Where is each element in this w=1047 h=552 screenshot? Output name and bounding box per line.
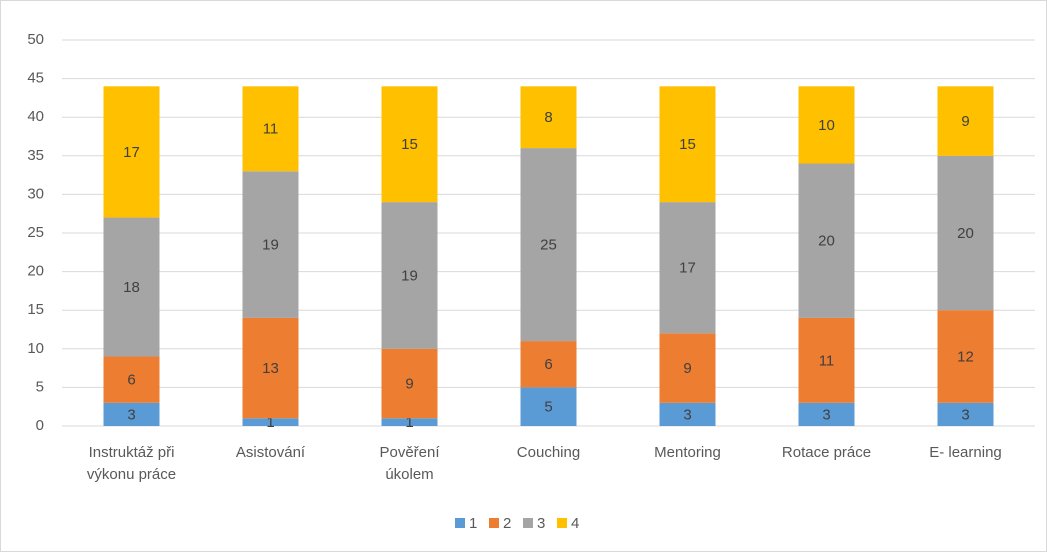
legend-label: 1: [469, 515, 477, 532]
data-label: 3: [961, 406, 969, 423]
bar-segment: [937, 310, 994, 403]
bar-segment: [659, 202, 716, 334]
bar-segment: [381, 348, 438, 419]
bar-segment: [659, 402, 716, 426]
data-label: 3: [127, 406, 135, 423]
x-tick-label: Instruktáž při výkonu práce: [86, 444, 177, 483]
bar-segment: [520, 387, 577, 426]
data-label: 10: [818, 117, 835, 134]
data-label: 8: [544, 109, 552, 126]
bar-segment: [798, 402, 855, 426]
legend-label: 4: [571, 515, 579, 532]
data-label: 17: [123, 144, 140, 161]
data-label: 15: [679, 136, 696, 153]
data-label: 18: [123, 279, 140, 296]
bar-segment: [937, 402, 994, 426]
bar-segment: [937, 86, 994, 156]
x-tick-label: Pověření úkolem: [379, 444, 440, 483]
bar-segment: [103, 86, 160, 218]
bar-segment: [798, 163, 855, 318]
bar-segment: [242, 317, 299, 419]
x-tick-label: Couching: [516, 444, 581, 461]
data-label: 15: [401, 136, 418, 153]
data-label: 19: [262, 237, 279, 254]
data-label: 17: [679, 260, 696, 277]
bar-segment: [381, 86, 438, 203]
y-tick-label: 10: [27, 340, 44, 357]
data-label: 1: [405, 414, 413, 431]
bar-segment: [798, 86, 855, 164]
legend-label: 3: [537, 515, 545, 532]
bar-segment: [520, 86, 577, 149]
bar-segment: [798, 317, 855, 403]
bar-segment: [381, 202, 438, 349]
y-tick-label: 40: [27, 108, 44, 125]
legend-label: 2: [503, 515, 511, 532]
bar-segment: [242, 418, 299, 426]
bar-segment: [659, 86, 716, 203]
data-label: 1: [266, 414, 274, 431]
data-label: 6: [544, 356, 552, 373]
y-tick-label: 0: [36, 417, 44, 434]
bar-segment: [520, 148, 577, 342]
legend-swatch: [557, 518, 567, 528]
y-tick-label: 15: [27, 301, 44, 318]
x-tick-label: E- learning: [929, 444, 1002, 461]
data-label: 20: [818, 233, 835, 250]
bar-segment: [103, 356, 160, 403]
x-tick-label: Asistování: [235, 444, 306, 461]
bar-segment: [381, 418, 438, 426]
bar-segment: [103, 402, 160, 426]
data-label: 9: [961, 113, 969, 130]
data-label: 13: [262, 360, 279, 377]
y-tick-label: 35: [27, 147, 44, 164]
bar-segment: [103, 217, 160, 357]
x-tick-label: Rotace práce: [781, 444, 872, 461]
y-tick-label: 30: [27, 185, 44, 202]
bar-segment: [520, 341, 577, 388]
bar-segment: [937, 155, 994, 311]
data-label: 6: [127, 372, 135, 389]
legend-swatch: [455, 518, 465, 528]
legend-swatch: [489, 518, 499, 528]
x-tick-label: Mentoring: [654, 444, 721, 461]
data-label: 20: [957, 225, 974, 242]
data-label: 3: [822, 406, 830, 423]
y-tick-label: 25: [27, 224, 44, 241]
data-label: 3: [683, 406, 691, 423]
data-label: 9: [405, 376, 413, 393]
data-label: 9: [683, 360, 691, 377]
data-label: 19: [401, 267, 418, 284]
y-tick-label: 45: [27, 70, 44, 87]
data-label: 25: [540, 237, 557, 254]
bar-segment: [242, 171, 299, 318]
bar-segment: [659, 333, 716, 403]
data-label: 5: [544, 399, 552, 416]
data-label: 11: [263, 121, 279, 138]
y-tick-label: 5: [36, 378, 44, 395]
data-label: 11: [819, 352, 835, 369]
data-label: 12: [957, 348, 974, 365]
y-tick-label: 20: [27, 263, 44, 280]
bar-segment: [242, 86, 299, 172]
y-tick-label: 50: [27, 31, 44, 48]
legend-swatch: [523, 518, 533, 528]
